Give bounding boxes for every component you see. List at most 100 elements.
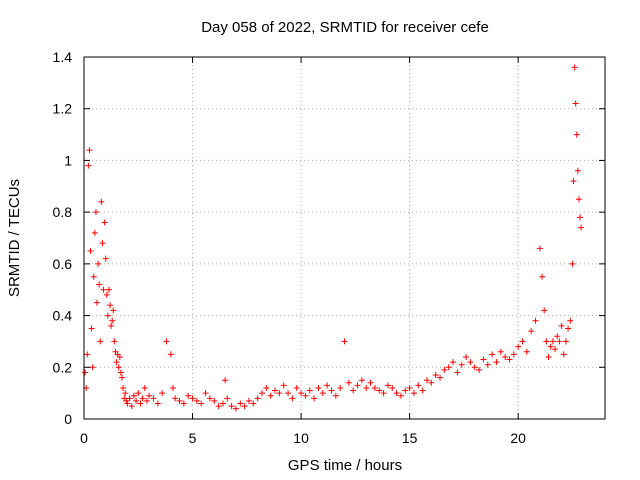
x-tick-label: 0 (80, 430, 88, 446)
data-point (108, 322, 115, 329)
data-point (532, 317, 539, 324)
data-point (302, 392, 309, 399)
data-point (371, 384, 378, 391)
data-point (315, 384, 322, 391)
y-tick-label: 0 (64, 411, 72, 427)
plot-frame (83, 56, 606, 420)
data-point (86, 147, 93, 154)
y-tick-label: 0.8 (53, 204, 73, 220)
data-point (350, 387, 357, 394)
data-point (578, 224, 585, 231)
data-point (547, 343, 554, 350)
data-point (272, 387, 279, 394)
data-point (502, 353, 509, 360)
data-point (103, 291, 110, 298)
data-point (419, 387, 426, 394)
data-point (445, 364, 452, 371)
data-point (298, 390, 305, 397)
data-point (115, 364, 122, 371)
data-point (94, 299, 101, 306)
data-point (574, 167, 581, 174)
data-point (91, 229, 98, 236)
data-point (87, 247, 94, 254)
data-point (193, 397, 200, 404)
axis-ticks (83, 56, 605, 420)
data-point (536, 245, 543, 252)
data-point (428, 379, 435, 386)
data-point (232, 405, 239, 412)
data-point (328, 387, 335, 394)
data-point (110, 307, 117, 314)
data-point (285, 390, 292, 397)
data-point (154, 400, 161, 407)
y-tick-label: 1.2 (53, 101, 73, 117)
y-tick-label: 1 (64, 152, 72, 168)
data-point (215, 403, 222, 410)
data-point (99, 240, 106, 247)
data-point (245, 397, 252, 404)
data-point (254, 395, 261, 402)
data-point (437, 374, 444, 381)
x-tick-label: 15 (402, 430, 418, 446)
data-point (101, 219, 108, 226)
data-point (150, 395, 157, 402)
data-point (358, 377, 365, 384)
data-point (141, 384, 148, 391)
data-point (120, 384, 127, 391)
data-point (311, 395, 318, 402)
data-point (237, 400, 244, 407)
data-point (130, 392, 137, 399)
data-point (539, 273, 546, 280)
data-point (397, 392, 404, 399)
data-point (95, 260, 102, 267)
data-point (289, 395, 296, 402)
y-tick-label: 0.2 (53, 359, 73, 375)
data-point (206, 395, 213, 402)
data-point (100, 286, 107, 293)
data-point (569, 260, 576, 267)
data-point (170, 384, 177, 391)
tick-labels: 0 5 10 15 20 0 0.2 0.4 0.6 0.8 1 1.2 1.4 (53, 49, 527, 446)
data-point (545, 353, 552, 360)
data-point (554, 333, 561, 340)
data-point (109, 317, 116, 324)
data-point (332, 392, 339, 399)
data-point (250, 400, 257, 407)
data-point (354, 382, 361, 389)
data-point (493, 359, 500, 366)
data-point (432, 372, 439, 379)
data-point (406, 384, 413, 391)
data-point (384, 382, 391, 389)
data-point (543, 338, 550, 345)
data-point (573, 131, 580, 138)
data-point (172, 395, 179, 402)
data-point (259, 390, 266, 397)
data-point (98, 198, 105, 205)
y-tick-label: 0.4 (53, 308, 73, 324)
data-point (189, 395, 196, 402)
data-point (224, 395, 231, 402)
data-point (324, 382, 331, 389)
data-point (84, 351, 91, 358)
data-point (571, 64, 578, 71)
data-point (454, 369, 461, 376)
chart-title: Day 058 of 2022, SRMTID for receiver cef… (201, 19, 489, 36)
data-point (556, 338, 563, 345)
data-point (163, 338, 170, 345)
data-point (92, 209, 99, 216)
data-point (113, 359, 120, 366)
data-point (126, 395, 133, 402)
data-point (541, 307, 548, 314)
data-point (211, 397, 218, 404)
data-point (111, 338, 118, 345)
data-point (341, 338, 348, 345)
data-point (402, 387, 409, 394)
data-point (415, 382, 422, 389)
data-point (276, 390, 283, 397)
data-point (306, 387, 313, 394)
data-point (228, 403, 235, 410)
x-axis-label: GPS time / hours (288, 457, 402, 474)
data-point (82, 369, 89, 376)
data-point (523, 348, 530, 355)
